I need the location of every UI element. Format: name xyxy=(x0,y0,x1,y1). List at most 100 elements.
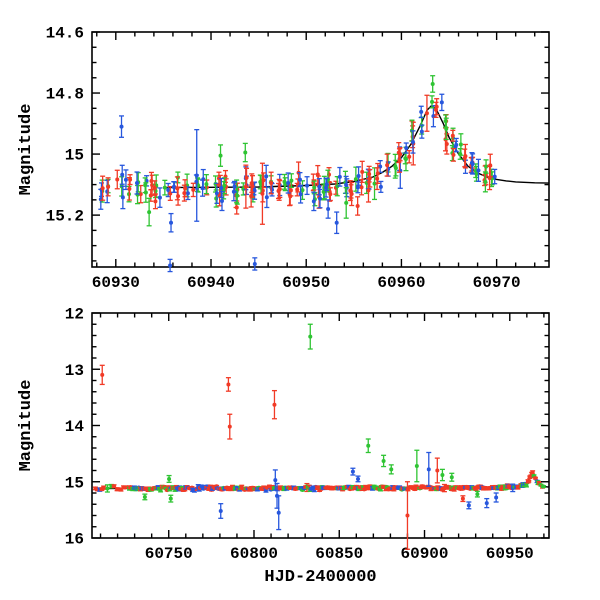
y-axis-title: Magnitude xyxy=(17,380,36,472)
data-point xyxy=(162,179,168,196)
data-point xyxy=(114,169,120,190)
data-point xyxy=(168,494,174,503)
data-point xyxy=(419,124,425,139)
data-point xyxy=(249,175,255,198)
data-point xyxy=(99,364,105,386)
data-point xyxy=(259,162,265,225)
data-point xyxy=(453,137,459,153)
data-point xyxy=(377,160,383,173)
data-point xyxy=(152,180,158,196)
data-point xyxy=(190,182,196,198)
data-point xyxy=(397,147,403,162)
data-point xyxy=(316,177,322,196)
data-point xyxy=(410,130,416,154)
y-tick-label: 14 xyxy=(65,418,85,436)
y-tick-label: 14.6 xyxy=(46,25,84,43)
x-tick-label: 60950 xyxy=(486,545,534,563)
data-point xyxy=(482,171,488,193)
x-tick-label: 60950 xyxy=(282,274,330,292)
plot-frame xyxy=(91,31,550,268)
data-point xyxy=(271,389,277,420)
data-point xyxy=(295,178,301,193)
x-tick-label: 60960 xyxy=(377,274,425,292)
y-tick-label: 14.8 xyxy=(46,86,84,104)
data-point xyxy=(100,175,106,201)
data-point xyxy=(242,142,248,163)
data-point xyxy=(462,143,468,169)
data-point xyxy=(120,185,126,210)
axes: 60750 60800 60850 60900 60950 12 13 14 15 16 Magni… xyxy=(17,306,550,587)
data-point xyxy=(168,212,174,233)
data-point xyxy=(297,171,303,188)
data-point xyxy=(439,468,445,482)
data-point xyxy=(264,186,270,209)
top-panel: 60930 60940 60950 60960 60970 14.6 14.8 15 15.2 M… xyxy=(17,25,550,292)
data-point xyxy=(470,153,476,175)
data-point xyxy=(388,464,394,475)
data-point xyxy=(374,167,380,191)
x-tick-label: 60750 xyxy=(145,545,193,563)
data-point xyxy=(219,190,225,212)
data-point xyxy=(276,495,282,531)
data-point xyxy=(460,495,466,503)
data-point xyxy=(304,176,310,196)
data-point xyxy=(403,142,409,154)
y-tick-label: 15.2 xyxy=(46,208,84,226)
data-point xyxy=(523,482,529,488)
data-point xyxy=(203,174,209,195)
data-point xyxy=(484,497,490,509)
y-tick-label: 16 xyxy=(65,531,84,549)
data-point xyxy=(343,186,349,219)
data-point xyxy=(355,196,361,216)
data-point xyxy=(493,492,499,503)
bottom-panel: 60750 60800 60850 60900 60950 12 13 14 15 16 Magni… xyxy=(17,306,550,587)
data-point xyxy=(111,484,117,489)
data-point xyxy=(439,93,445,112)
data-point xyxy=(143,182,149,203)
y-tick-label: 15 xyxy=(65,147,84,165)
data-point xyxy=(214,182,220,204)
data-point xyxy=(378,180,384,193)
data-point xyxy=(317,188,323,209)
data-point xyxy=(540,484,546,489)
data-point xyxy=(285,172,291,194)
data-point xyxy=(492,168,498,185)
data-point xyxy=(530,470,536,475)
data-point xyxy=(194,129,200,222)
data-point xyxy=(282,173,288,190)
data-point xyxy=(414,449,420,483)
data-point xyxy=(182,179,188,198)
data-point xyxy=(365,438,371,454)
data-point xyxy=(127,174,133,186)
data-point xyxy=(449,472,455,482)
data-point xyxy=(487,153,493,178)
data-point xyxy=(392,153,398,179)
y-axis-title: Magnitude xyxy=(17,104,36,196)
data-point xyxy=(337,166,343,187)
data-point xyxy=(406,150,412,164)
data-point xyxy=(232,180,238,193)
data-point xyxy=(311,191,317,212)
data-point xyxy=(475,158,481,182)
data-point xyxy=(167,258,173,273)
data-point xyxy=(355,475,361,483)
data-point xyxy=(450,147,456,162)
data-point xyxy=(227,413,233,440)
data-point xyxy=(152,193,158,210)
data-point xyxy=(175,186,181,206)
x-axis-title: HJD-2400000 xyxy=(264,568,376,587)
data-point xyxy=(424,94,430,132)
data-point xyxy=(426,451,432,487)
data-point xyxy=(384,153,390,177)
data-point xyxy=(430,75,436,93)
data-point xyxy=(200,168,206,190)
ticks xyxy=(92,31,549,267)
data-point xyxy=(350,467,356,476)
data-point xyxy=(119,164,125,185)
y-tick-label: 12 xyxy=(65,306,84,324)
data-point xyxy=(104,179,110,204)
data-point xyxy=(218,177,224,199)
data-point xyxy=(434,457,440,484)
data-point xyxy=(532,476,538,481)
